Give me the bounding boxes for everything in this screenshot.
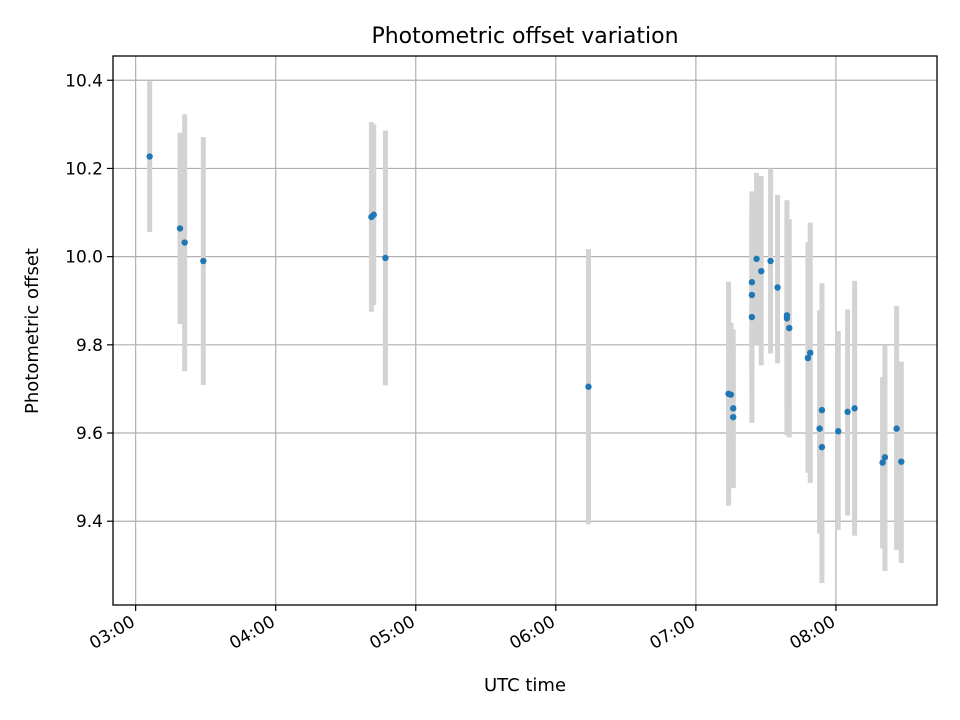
data-point [783,312,791,319]
data-point [816,425,823,432]
data-point [893,425,900,432]
data-point [585,383,592,390]
data-point [818,406,826,414]
point-layer [146,153,905,466]
data-point [818,443,826,451]
data-point [748,313,756,321]
y-tick-label: 10.4 [65,71,103,91]
data-point [382,254,389,262]
y-tick-label: 9.4 [76,512,103,532]
data-point [767,257,774,265]
data-point [879,459,886,466]
data-point [146,153,153,160]
data-point [748,291,756,299]
chart-title: Photometric offset variation [371,24,678,49]
data-point [844,408,851,416]
data-point [181,239,188,246]
y-tick-label: 10.0 [65,248,103,268]
data-point [370,211,377,218]
data-point [835,428,842,435]
data-point [730,413,737,421]
data-point [748,279,756,286]
data-point [851,405,858,412]
data-point [200,257,207,265]
plot-frame [112,55,938,606]
tick-layer: 03:00 04:00 05:00 06:00 07:00 08:009.49.69.81… [65,71,839,654]
data-point [730,405,737,412]
data-point [727,391,735,398]
data-point [753,255,760,263]
y-tick-label: 10.2 [65,159,103,179]
y-tick-label: 9.6 [76,424,103,444]
x-axis-label: UTC time [484,675,566,696]
y-tick-label: 9.8 [76,336,103,356]
data-point [807,349,814,356]
data-point [898,458,905,465]
data-point [758,267,765,275]
data-point [774,284,781,291]
data-point [176,225,184,232]
data-point [881,454,889,461]
data-point [804,354,812,362]
data-point [786,324,793,332]
grid-layer [113,56,937,605]
y-axis-label: Photometric offset [22,248,43,414]
